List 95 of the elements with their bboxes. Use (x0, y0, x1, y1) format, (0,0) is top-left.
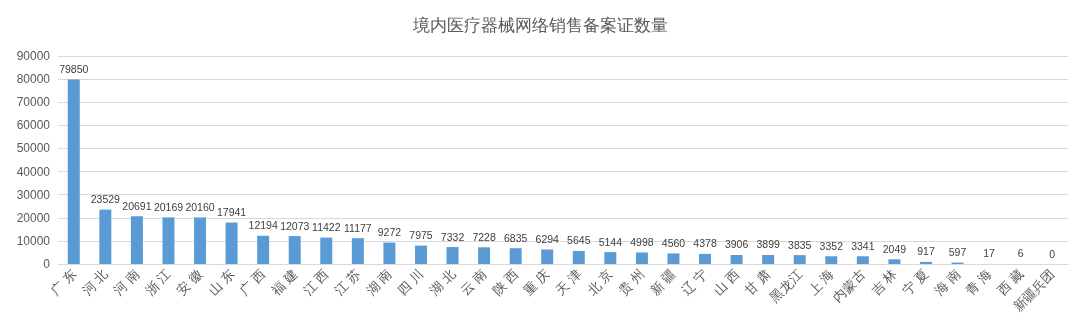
x-tick-label: 四 川 (394, 266, 427, 299)
data-label: 3341 (851, 239, 875, 252)
data-label: 0 (1049, 247, 1056, 260)
data-label: 5144 (598, 235, 623, 248)
x-tick-label: 山 东 (205, 266, 237, 299)
data-label: 12073 (280, 219, 310, 232)
bar (194, 217, 207, 264)
bar (257, 235, 270, 264)
x-tick-label: 宁 夏 (899, 266, 932, 299)
data-label: 597 (948, 246, 967, 259)
x-tick-label: 贵 州 (615, 266, 648, 299)
x-tick-label: 湖 南 (363, 266, 395, 299)
y-tick-label: 90000 (16, 49, 51, 63)
data-label: 6835 (503, 231, 528, 244)
data-label: 7228 (472, 230, 496, 243)
x-tick-label: 北 京 (584, 266, 616, 299)
data-label: 12194 (248, 219, 278, 232)
x-tick-label: 青 海 (962, 266, 995, 299)
bar (99, 209, 112, 264)
data-label: 11177 (344, 221, 372, 234)
data-label: 20160 (185, 200, 215, 213)
y-tick-label: 10000 (16, 233, 51, 248)
x-tick-label: 新 疆 (647, 266, 679, 299)
bar (67, 79, 80, 264)
chart-title: 境内医疗器械网络销售备案证数量 (411, 16, 668, 35)
data-label: 5645 (567, 234, 591, 247)
bar (888, 259, 901, 264)
data-label: 17941 (216, 206, 247, 219)
y-tick-label: 30000 (16, 187, 51, 202)
x-tick-label: 天 津 (552, 266, 585, 299)
y-tick-label: 60000 (16, 118, 51, 133)
bar (383, 242, 396, 264)
bar (699, 253, 712, 264)
x-tick-label: 山 西 (710, 266, 742, 299)
bar (604, 252, 617, 264)
x-tick-label: 陕 西 (489, 266, 521, 299)
bar (730, 254, 743, 264)
y-tick-label: 80000 (16, 72, 51, 87)
x-tick-label: 河 南 (110, 266, 143, 299)
x-tick-label: 广 西 (236, 266, 269, 299)
bar (572, 250, 585, 264)
bar (288, 236, 301, 264)
bar (762, 254, 775, 264)
y-tick-label: 50000 (16, 141, 51, 156)
x-tick-label: 江 西 (300, 266, 332, 299)
bar (351, 238, 364, 264)
data-label: 4998 (630, 235, 654, 248)
bar (478, 247, 491, 264)
data-label: 917 (917, 245, 935, 258)
bar (541, 249, 554, 264)
bar (667, 253, 680, 264)
data-label: 3899 (756, 238, 780, 251)
data-label: 20691 (122, 199, 152, 212)
data-label: 3906 (724, 238, 749, 251)
x-tick-label: 江 苏 (331, 266, 364, 299)
x-tick-label: 海 南 (931, 266, 963, 299)
y-tick-label: 40000 (16, 164, 51, 179)
data-label: 17 (983, 247, 996, 260)
x-tick-label: 辽 宁 (678, 266, 711, 299)
bar (414, 245, 427, 264)
x-tick-label: 重 庆 (520, 266, 553, 299)
x-tick-label: 吉 林 (868, 266, 900, 299)
x-tick-label: 安 徽 (173, 266, 206, 299)
data-label: 79850 (59, 62, 89, 75)
y-tick-label: 70000 (16, 95, 51, 110)
x-tick-label: 浙 江 (142, 266, 174, 299)
data-label: 20169 (153, 200, 184, 213)
x-tick-label: 湖 北 (426, 266, 458, 299)
bar (635, 252, 648, 264)
data-label: 7975 (409, 229, 433, 242)
data-label: 3352 (819, 239, 844, 252)
x-tick-label: 河 北 (79, 266, 111, 299)
x-tick-label: 云 南 (457, 266, 490, 299)
x-tick-label: 福 建 (268, 266, 301, 299)
y-tick-label: 20000 (16, 210, 51, 225)
bar (162, 217, 175, 264)
bar (320, 237, 333, 264)
data-label: 2049 (882, 242, 907, 255)
data-label: 23529 (90, 193, 121, 206)
bar (509, 248, 522, 264)
bar (446, 247, 459, 264)
data-label: 6 (1017, 247, 1024, 260)
data-label: 11422 (312, 221, 341, 234)
data-label: 4560 (661, 236, 686, 249)
data-label: 9272 (377, 226, 402, 239)
bar (856, 256, 869, 264)
data-label: 7332 (440, 230, 465, 243)
bar (919, 261, 932, 264)
data-label: 4378 (693, 237, 717, 250)
bar (793, 255, 806, 264)
bar (225, 222, 238, 264)
bar (825, 256, 838, 264)
data-label: 6294 (535, 232, 560, 245)
data-label: 3835 (788, 238, 812, 251)
bar (130, 216, 143, 264)
